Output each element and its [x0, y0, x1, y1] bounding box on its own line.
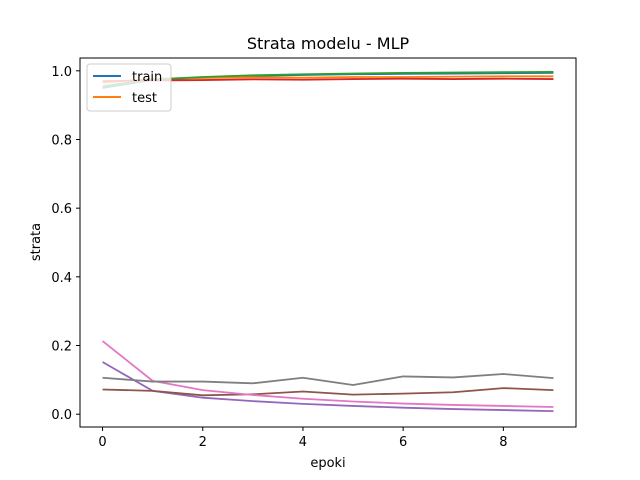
series-line-8: [102, 373, 554, 386]
legend-label-train: train: [132, 70, 162, 85]
x-tick-label: 6: [399, 435, 407, 450]
series-line-6: [102, 387, 554, 397]
x-tick-label: 0: [98, 435, 106, 450]
series-line-4: [102, 77, 554, 83]
x-axis-label: epoki: [310, 456, 345, 471]
legend: train test: [86, 63, 172, 112]
plot-frame: [79, 57, 577, 428]
series-line-3: [102, 70, 554, 88]
chart-title: Strata modelu - MLP: [247, 34, 410, 53]
y-tick-label: 1.0: [51, 65, 72, 80]
x-tick-label: 2: [199, 435, 207, 450]
y-tick-label: 0.8: [51, 133, 72, 148]
series-line-7: [101, 340, 554, 408]
series-line-5: [102, 361, 554, 412]
y-tick-label: 0.4: [51, 271, 72, 286]
y-axis-label: strata: [29, 223, 44, 261]
legend-label-test: test: [132, 91, 157, 106]
y-tick-label: 0.6: [51, 202, 72, 217]
x-tick-label: 4: [299, 435, 307, 450]
y-tick-label: 0.2: [51, 340, 72, 355]
series-group: [101, 70, 554, 412]
y-tick-label: 0.0: [51, 408, 72, 423]
x-tick-label: 8: [499, 435, 507, 450]
tick-group: 0 2 4 6 8 0.0 0.2 0.4 0.6 0.8 1.0: [51, 65, 507, 450]
